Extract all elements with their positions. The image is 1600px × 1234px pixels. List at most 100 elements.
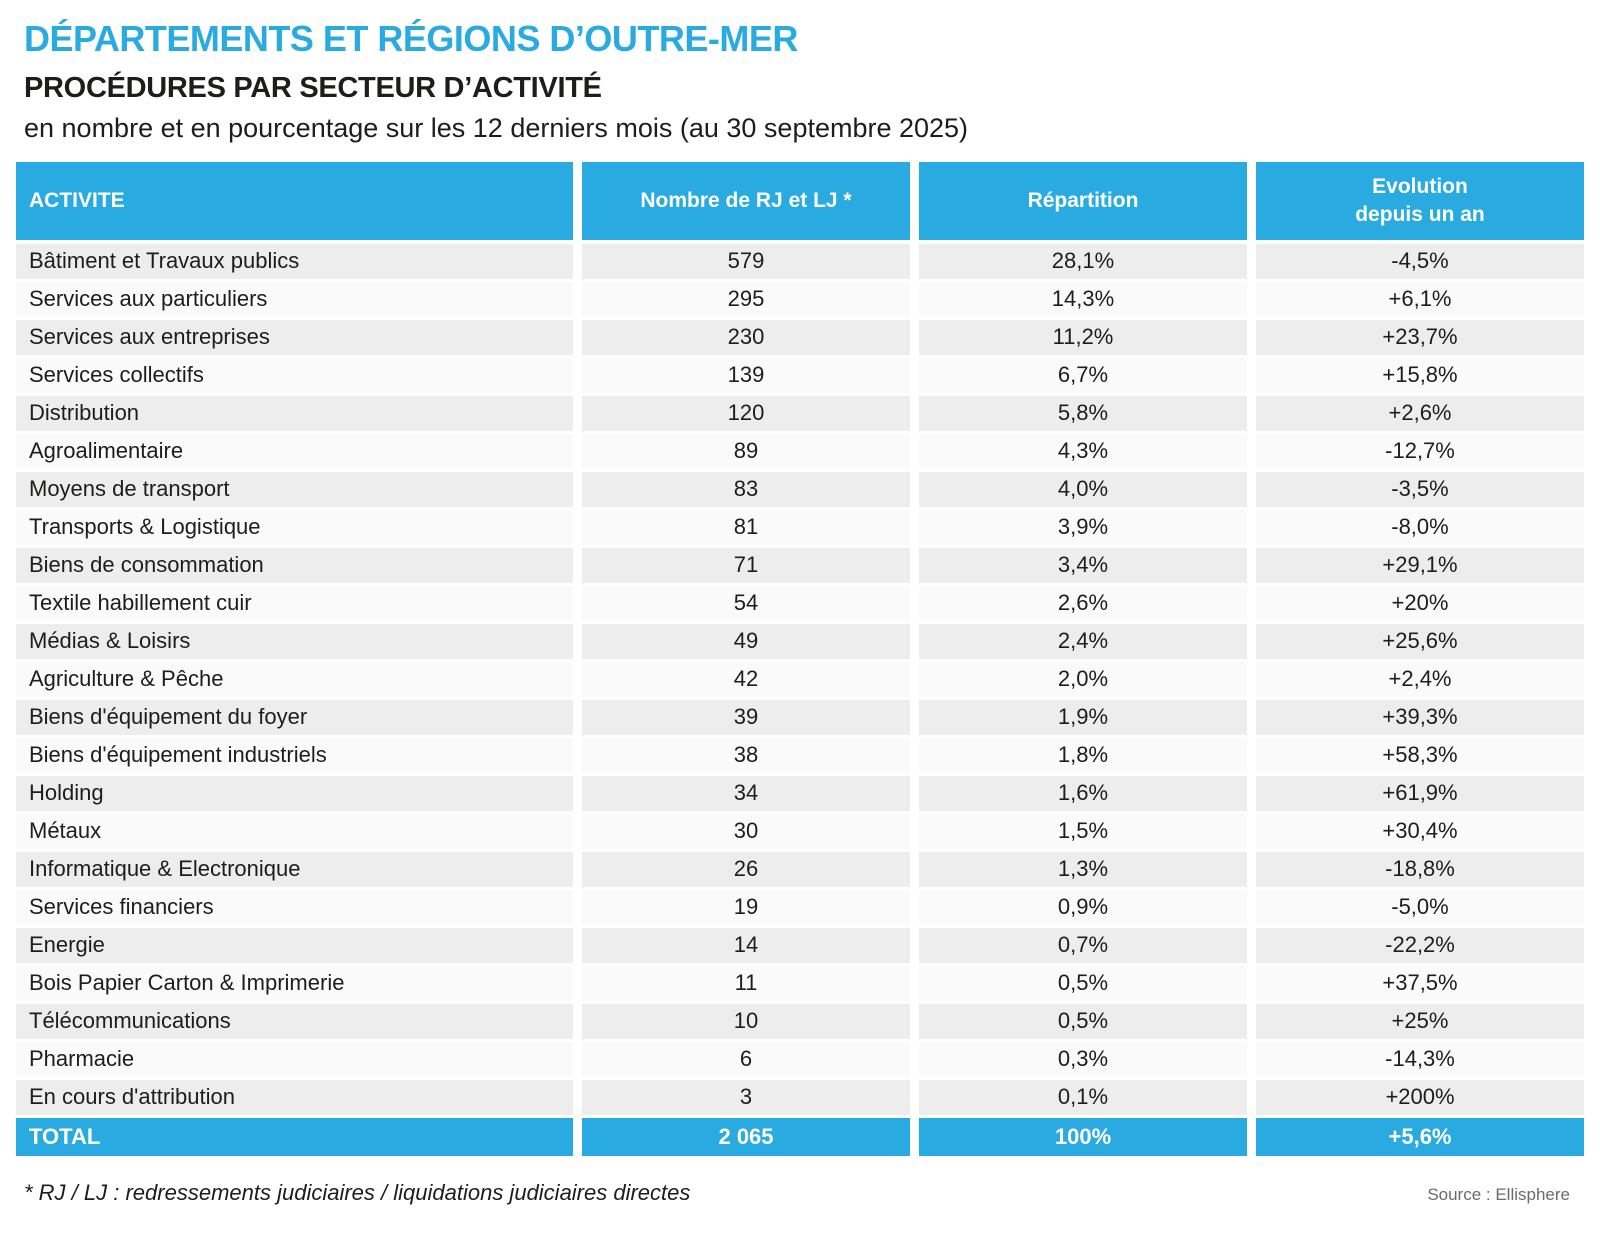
cell-share: 28,1% [919,243,1247,279]
cell-count: 139 [582,357,910,393]
table-row: Holding 34 1,6% +61,9% [16,775,1584,811]
cell-activity: Télécommunications [16,1003,573,1039]
total-label: TOTAL [16,1117,573,1156]
cell-share: 14,3% [919,281,1247,317]
cell-count: 38 [582,737,910,773]
cell-count: 579 [582,243,910,279]
cell-count: 14 [582,927,910,963]
cell-evolution: +58,3% [1256,737,1584,773]
cell-count: 54 [582,585,910,621]
cell-share: 1,3% [919,851,1247,887]
cell-share: 0,7% [919,927,1247,963]
cell-activity: Biens de consommation [16,547,573,583]
cell-share: 2,0% [919,661,1247,697]
data-table: ACTIVITE Nombre de RJ et LJ * Répartitio… [16,161,1584,1156]
table-row: En cours d'attribution 3 0,1% +200% [16,1079,1584,1115]
cell-share: 0,5% [919,1003,1247,1039]
cell-activity: Agriculture & Pêche [16,661,573,697]
cell-share: 0,1% [919,1079,1247,1115]
table-row: Energie 14 0,7% -22,2% [16,927,1584,963]
header-cell-count: Nombre de RJ et LJ * [582,161,910,240]
cell-evolution: +200% [1256,1079,1584,1115]
cell-count: 19 [582,889,910,925]
table-row: Moyens de transport 83 4,0% -3,5% [16,471,1584,507]
cell-share: 0,5% [919,965,1247,1001]
footer: * RJ / LJ : redressements judiciaires / … [24,1180,1570,1206]
total-share: 100% [919,1117,1247,1156]
total-evolution: +5,6% [1256,1117,1584,1156]
table-row: Biens de consommation 71 3,4% +29,1% [16,547,1584,583]
source-credit: Source : Ellisphere [1427,1184,1570,1204]
cell-activity: Métaux [16,813,573,849]
cell-count: 30 [582,813,910,849]
cell-share: 3,4% [919,547,1247,583]
cell-activity: Agroalimentaire [16,433,573,469]
cell-evolution: +2,6% [1256,395,1584,431]
cell-activity: Moyens de transport [16,471,573,507]
cell-share: 11,2% [919,319,1247,355]
cell-evolution: +61,9% [1256,775,1584,811]
cell-evolution: +15,8% [1256,357,1584,393]
table-row: Pharmacie 6 0,3% -14,3% [16,1041,1584,1077]
cell-activity: Services aux entreprises [16,319,573,355]
cell-count: 81 [582,509,910,545]
table-row: Métaux 30 1,5% +30,4% [16,813,1584,849]
table-row: Services aux entreprises 230 11,2% +23,7… [16,319,1584,355]
page: DÉPARTEMENTS ET RÉGIONS D’OUTRE-MER PROC… [0,20,1600,1234]
cell-share: 1,9% [919,699,1247,735]
cell-evolution: -5,0% [1256,889,1584,925]
table-total-row: TOTAL 2 065 100% +5,6% [16,1117,1584,1156]
cell-count: 71 [582,547,910,583]
cell-activity: Services aux particuliers [16,281,573,317]
cell-evolution: +20% [1256,585,1584,621]
header-cell-share: Répartition [919,161,1247,240]
cell-evolution: -4,5% [1256,243,1584,279]
cell-count: 295 [582,281,910,317]
total-count: 2 065 [582,1117,910,1156]
table-row: Bâtiment et Travaux publics 579 28,1% -4… [16,243,1584,279]
cell-count: 89 [582,433,910,469]
table-row: Agriculture & Pêche 42 2,0% +2,4% [16,661,1584,697]
table-row: Transports & Logistique 81 3,9% -8,0% [16,509,1584,545]
cell-activity: Biens d'équipement du foyer [16,699,573,735]
table-row: Télécommunications 10 0,5% +25% [16,1003,1584,1039]
cell-share: 1,8% [919,737,1247,773]
table-header-row: ACTIVITE Nombre de RJ et LJ * Répartitio… [16,161,1584,240]
cell-evolution: -12,7% [1256,433,1584,469]
cell-share: 4,3% [919,433,1247,469]
cell-count: 83 [582,471,910,507]
cell-share: 3,9% [919,509,1247,545]
table-row: Agroalimentaire 89 4,3% -12,7% [16,433,1584,469]
cell-share: 2,4% [919,623,1247,659]
cell-activity: Bâtiment et Travaux publics [16,243,573,279]
table-row: Biens d'équipement du foyer 39 1,9% +39,… [16,699,1584,735]
header-cell-evolution: Evolution depuis un an [1256,161,1584,240]
cell-evolution: +23,7% [1256,319,1584,355]
cell-evolution: -8,0% [1256,509,1584,545]
table-row: Services collectifs 139 6,7% +15,8% [16,357,1584,393]
table-row: Distribution 120 5,8% +2,6% [16,395,1584,431]
footnote: * RJ / LJ : redressements judiciaires / … [24,1179,691,1205]
cell-count: 230 [582,319,910,355]
cell-share: 4,0% [919,471,1247,507]
table-row: Services aux particuliers 295 14,3% +6,1… [16,281,1584,317]
cell-activity: Services financiers [16,889,573,925]
cell-share: 0,3% [919,1041,1247,1077]
table-row: Services financiers 19 0,9% -5,0% [16,889,1584,925]
page-description: en nombre et en pourcentage sur les 12 d… [24,113,969,144]
cell-evolution: +25,6% [1256,623,1584,659]
cell-activity: Services collectifs [16,357,573,393]
cell-activity: Energie [16,927,573,963]
cell-evolution: +29,1% [1256,547,1584,583]
cell-count: 120 [582,395,910,431]
table-row: Informatique & Electronique 26 1,3% -18,… [16,851,1584,887]
cell-share: 0,9% [919,889,1247,925]
cell-share: 6,7% [919,357,1247,393]
header-cell-activity: ACTIVITE [16,161,573,240]
cell-count: 39 [582,699,910,735]
cell-count: 34 [582,775,910,811]
cell-evolution: +25% [1256,1003,1584,1039]
cell-activity: Médias & Loisirs [16,623,573,659]
cell-count: 10 [582,1003,910,1039]
cell-activity: Transports & Logistique [16,509,573,545]
